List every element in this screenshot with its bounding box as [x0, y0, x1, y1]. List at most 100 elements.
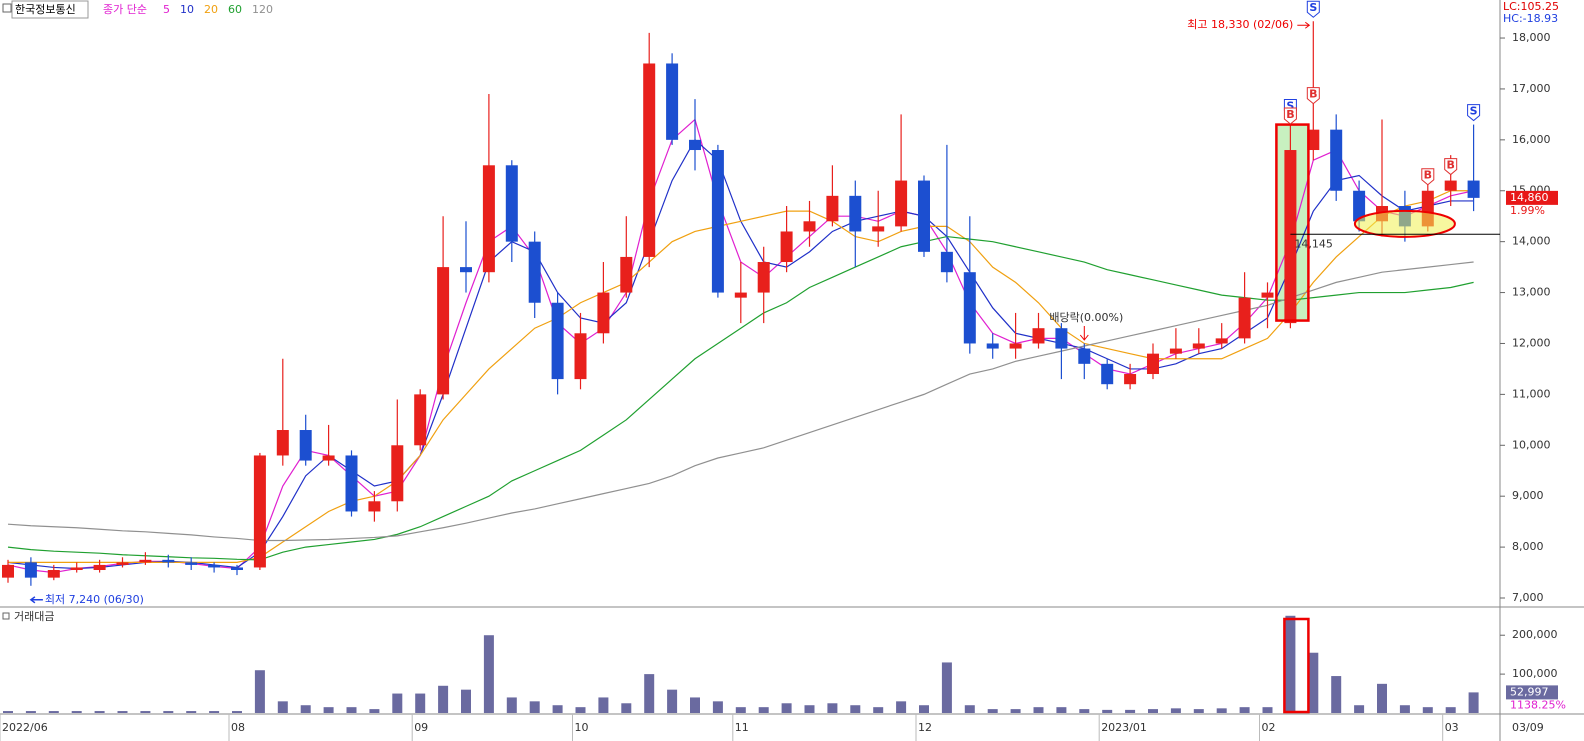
volume-bar: [117, 711, 128, 713]
signal-label: B: [1286, 108, 1294, 121]
candle-body: [1444, 180, 1457, 191]
volume-bar: [415, 693, 426, 713]
signal-pin: [1306, 0, 1320, 18]
volume-bar: [3, 711, 13, 713]
candle-body: [895, 180, 908, 227]
volume-change: 1138.25%: [1510, 698, 1566, 711]
candle-body: [872, 226, 885, 232]
dividend-arrow: [1079, 326, 1089, 341]
volume-bar: [1331, 676, 1342, 713]
signal-label: B: [1309, 88, 1317, 101]
candle-body: [93, 564, 106, 571]
candle-body: [918, 180, 930, 252]
panel-icon[interactable]: [2, 3, 12, 13]
volume-bar: [1056, 707, 1067, 713]
candle-body: [1261, 292, 1274, 298]
candle-body: [826, 195, 839, 222]
volume-bar: [1125, 709, 1136, 713]
candle-body: [734, 292, 747, 298]
moving-average: [7, 235, 1474, 561]
y-tick-label: 13,000: [1512, 286, 1551, 299]
hc-label: HC:-18.93: [1503, 12, 1558, 25]
y-tick-label: 17,000: [1512, 82, 1551, 95]
volume-bar: [735, 707, 746, 713]
signal-label: B: [1424, 169, 1432, 182]
candle-body: [986, 343, 999, 349]
candle-body: [322, 455, 335, 461]
volume-bar: [461, 689, 471, 713]
dividend-note: 배당락(0.00%): [1049, 311, 1123, 324]
candle-body: [1284, 150, 1297, 324]
volume-bar: [529, 701, 540, 713]
volume-bar: [919, 705, 929, 713]
x-tick-label: 08: [231, 721, 245, 734]
volume-bar: [667, 689, 678, 713]
volume-bar: [804, 705, 815, 713]
min-arrow: [29, 596, 43, 604]
candle-body: [47, 570, 60, 578]
candle-body: [711, 150, 724, 293]
candle-body: [1101, 363, 1114, 385]
candle-body: [299, 430, 312, 461]
legend-entry: 60: [228, 3, 242, 16]
panel-icon: [2, 612, 10, 620]
candle-body: [391, 445, 404, 502]
volume-bar: [483, 635, 494, 713]
volume-title: 거래대금: [14, 610, 54, 623]
last-volume-box: [1506, 685, 1558, 700]
volume-bar: [1377, 683, 1387, 713]
candle-body: [505, 165, 518, 242]
volume-bar: [575, 707, 586, 713]
volume-bar: [1033, 707, 1044, 713]
legend-entry: 10: [180, 3, 194, 16]
volume-bar: [1170, 708, 1181, 713]
candle-body: [253, 455, 266, 568]
volume-bar: [323, 707, 334, 713]
volume-bar: [964, 705, 975, 713]
volume-bar: [896, 701, 907, 713]
volume-bar: [163, 711, 174, 713]
candle-body: [1353, 190, 1366, 222]
volume-bar: [48, 711, 59, 713]
volume-bar: [1354, 705, 1365, 713]
title-box[interactable]: [11, 0, 89, 19]
candle-body: [849, 195, 862, 232]
volume-bar: [209, 711, 220, 713]
y-tick-label: 16,000: [1512, 133, 1551, 146]
legend-entry: 5: [163, 3, 170, 16]
volume-bar: [1010, 709, 1021, 713]
y-tick-label: 9,000: [1512, 489, 1544, 502]
volume-bar: [781, 703, 792, 713]
legend-entry: 120: [252, 3, 273, 16]
candle-body: [666, 63, 679, 140]
volume-bar: [941, 662, 952, 713]
moving-average: [8, 190, 1474, 563]
volume-tick-label: 200,000: [1512, 628, 1558, 641]
y-tick-label: 18,000: [1512, 31, 1551, 44]
y-tick-label: 8,000: [1512, 540, 1544, 553]
candle-body: [1147, 353, 1159, 375]
candle-body: [643, 63, 656, 257]
signal-pin: [1421, 168, 1435, 186]
volume-bar: [438, 685, 449, 713]
volume-bar: [1468, 692, 1479, 713]
volume-bar: [712, 701, 723, 713]
x-tick-label: 12: [918, 721, 932, 734]
volume-bar: [1445, 707, 1456, 713]
y-tick-label: 11,000: [1512, 387, 1551, 400]
candle-body: [24, 562, 37, 578]
volume-bar: [140, 711, 151, 713]
candle-body: [276, 430, 289, 456]
volume-bar: [621, 703, 632, 713]
chart-title: 한국정보통신: [15, 3, 76, 16]
volume-bar: [94, 711, 105, 713]
volume-tick-label: 100,000: [1512, 667, 1558, 680]
candle-body: [1330, 129, 1343, 191]
highlight-box: [1283, 617, 1310, 714]
volume-bar: [392, 693, 403, 713]
y-tick-label: 14,000: [1512, 235, 1551, 248]
volume-bar: [1148, 709, 1158, 713]
volume-bar: [277, 701, 288, 713]
candle-body: [551, 302, 564, 380]
